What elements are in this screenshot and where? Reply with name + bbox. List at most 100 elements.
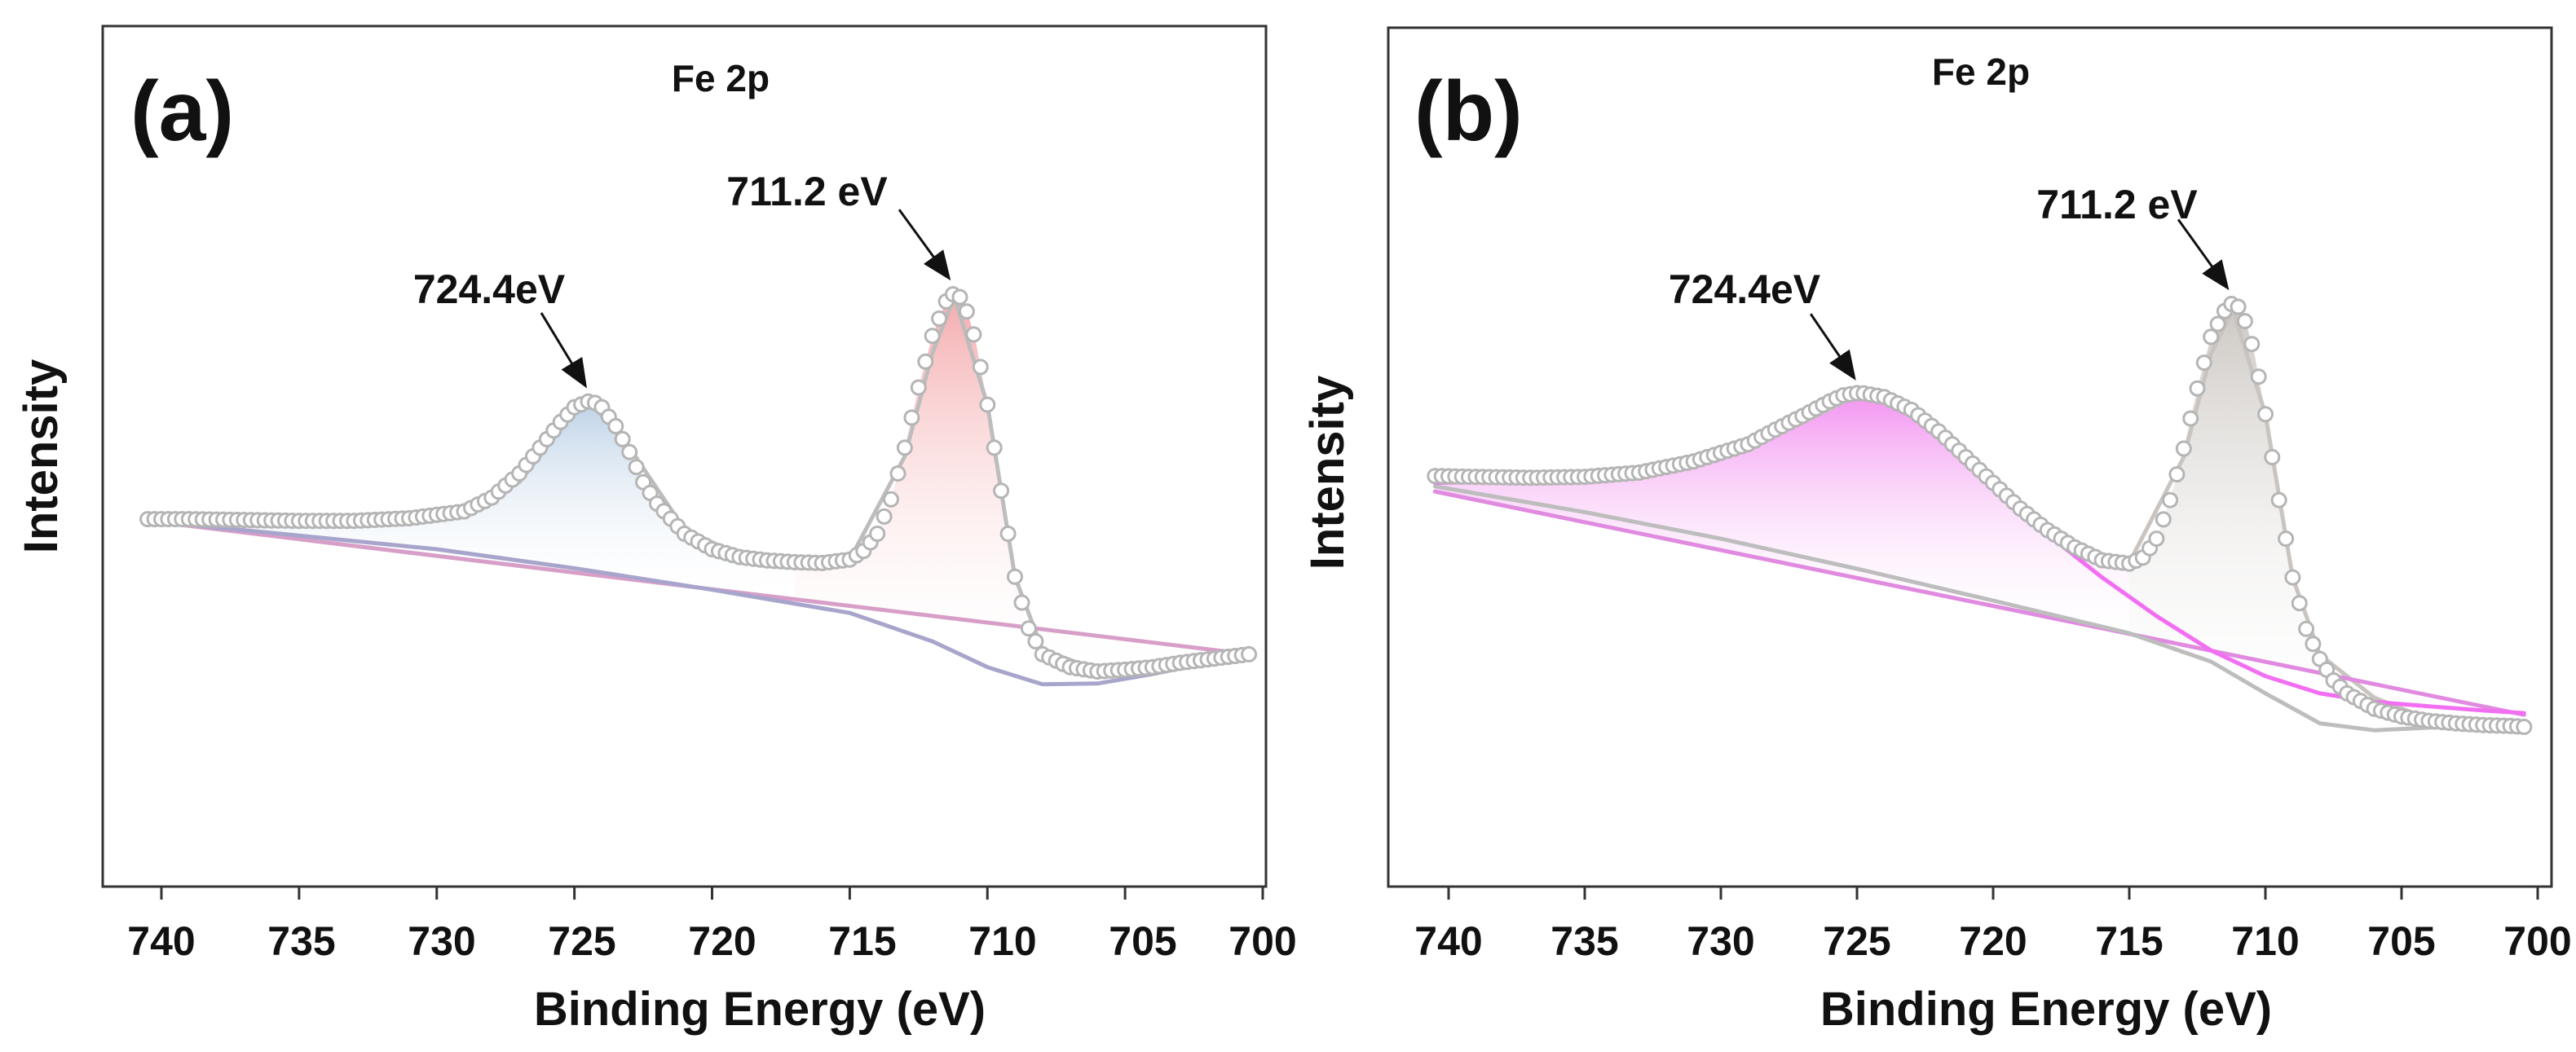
- x-tick-label: 710: [968, 918, 1036, 964]
- data-point: [2278, 530, 2295, 548]
- tick-marks-a: [160, 887, 1264, 900]
- chart-panel-b: (b) Fe 2p 724.4eV 711.2 eV 740 735 730 7…: [1301, 26, 2572, 1036]
- arrows-b: [1809, 218, 2230, 381]
- x-tick-label: 720: [1959, 918, 2027, 964]
- data-point: [972, 359, 989, 376]
- data-point: [2516, 719, 2533, 735]
- y-axis-title-a: Intensity: [15, 359, 68, 554]
- data-point: [999, 526, 1017, 542]
- chart-title-b: Fe 2p: [1932, 51, 2030, 93]
- data-point: [1007, 568, 1023, 585]
- x-tick-label: 730: [408, 918, 475, 964]
- data-point: [910, 379, 927, 396]
- plot-frame-a: [101, 24, 1268, 888]
- data-point: [2203, 328, 2220, 346]
- data-point: [2257, 406, 2274, 423]
- data-point: [2195, 354, 2212, 372]
- annotation-arrow: [1809, 313, 1856, 381]
- y-axis-title-b: Intensity: [1301, 376, 1354, 570]
- x-tick-label: 715: [828, 918, 896, 964]
- data-point: [2236, 313, 2253, 330]
- data-point: [2264, 449, 2281, 465]
- data-point: [896, 439, 913, 456]
- x-tick-label: 735: [267, 918, 335, 964]
- data-point: [924, 328, 941, 345]
- x-tick-label: 705: [2367, 918, 2435, 964]
- data-point: [2175, 440, 2192, 457]
- x-tick-label: 700: [1228, 918, 1296, 964]
- data-point: [1013, 594, 1030, 611]
- data-point: [993, 482, 1010, 500]
- annotation-arrow: [898, 209, 951, 281]
- data-point: [951, 288, 968, 306]
- data-point: [917, 353, 934, 370]
- annotation-arrow: [2177, 218, 2230, 291]
- data-point: [621, 443, 638, 460]
- data-point: [2162, 491, 2179, 508]
- peak-area-a-1: [794, 293, 1250, 671]
- data-point: [2182, 410, 2199, 427]
- data-point: [2270, 491, 2287, 508]
- x-tick-label: 705: [1109, 918, 1176, 964]
- area-fills-a: [148, 293, 1250, 671]
- x-tick-label: 710: [2231, 918, 2299, 964]
- chart-panel-a: (a) Fe 2p 724.4eV 711.2 eV 740 735 730 7…: [15, 24, 1297, 1036]
- data-point: [2155, 511, 2172, 528]
- data-point: [931, 310, 948, 327]
- annotation-arrow: [540, 312, 587, 389]
- x-tick-label: 735: [1550, 918, 1618, 964]
- data-point: [869, 526, 886, 542]
- data-point: [903, 409, 920, 426]
- plot-frame-b: [1387, 26, 2553, 888]
- data-point: [958, 303, 975, 320]
- data-point: [876, 508, 893, 525]
- panel-label-a: (a): [130, 64, 234, 159]
- peak-area-b-1: [2129, 302, 2525, 727]
- data-point: [883, 491, 899, 508]
- data-point: [2291, 595, 2308, 612]
- data-points-b: [1427, 296, 2533, 735]
- data-point: [986, 439, 1003, 456]
- data-point: [889, 465, 906, 482]
- peak-label-724-a: 724.4eV: [413, 266, 566, 312]
- x-tick-label: 730: [1687, 918, 1754, 964]
- x-tick-label: 720: [688, 918, 756, 964]
- peak-label-724-b: 724.4eV: [1669, 266, 1821, 312]
- data-point: [1241, 645, 1258, 662]
- x-axis-title-b: Binding Energy (eV): [1820, 983, 2272, 1036]
- peak-label-711-b: 711.2 eV: [2036, 182, 2198, 227]
- data-point: [2305, 636, 2322, 653]
- tick-marks-b: [1447, 887, 2539, 900]
- data-point: [2243, 336, 2261, 353]
- data-point: [607, 418, 624, 434]
- data-point: [2230, 298, 2247, 315]
- data-point: [979, 396, 996, 413]
- data-point: [1027, 633, 1044, 649]
- peak-area-a-0: [148, 400, 795, 600]
- series-line-baseline: [1432, 489, 2526, 717]
- data-point: [2148, 530, 2165, 548]
- data-point: [2209, 315, 2226, 332]
- x-tick-label: 740: [127, 918, 195, 964]
- chart-title-a: Fe 2p: [672, 57, 770, 99]
- data-point: [2168, 466, 2186, 483]
- x-tick-label: 700: [2503, 918, 2571, 964]
- data-point: [2250, 368, 2267, 385]
- x-tick-label: 725: [548, 918, 615, 964]
- x-tick-label: 740: [1414, 918, 1482, 964]
- data-point: [2189, 380, 2206, 397]
- data-points-a: [139, 286, 1258, 680]
- data-point: [965, 326, 982, 343]
- data-point: [2298, 620, 2315, 637]
- x-tick-label: 715: [2095, 918, 2163, 964]
- data-point: [1020, 620, 1037, 637]
- panel-label-b: (b): [1414, 64, 1523, 159]
- arrows-a: [540, 209, 951, 389]
- data-point: [614, 430, 631, 447]
- series-line-fitted-envelope: [145, 295, 1251, 672]
- data-point: [2284, 569, 2301, 586]
- x-axis-title-a: Binding Energy (eV): [534, 983, 986, 1036]
- series-lines-a: [145, 295, 1251, 687]
